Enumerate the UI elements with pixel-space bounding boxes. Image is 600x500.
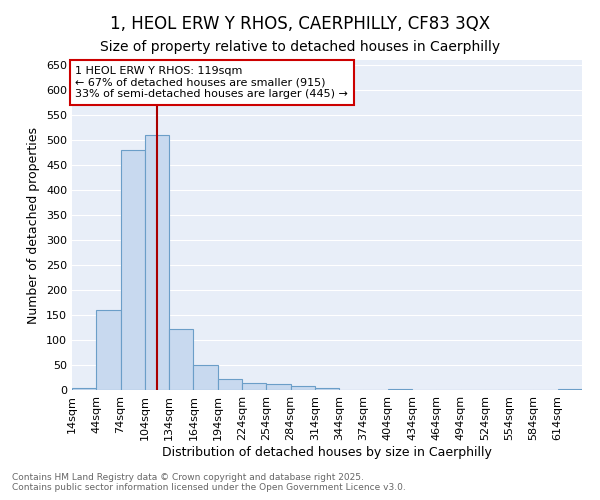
Bar (266, 384, 290, 390)
Bar (96, 310, 121, 390)
Bar (145, 135, 169, 390)
Bar (558, 388, 582, 390)
Bar (218, 378, 242, 390)
Text: 1, HEOL ERW Y RHOS, CAERPHILLY, CF83 3QX: 1, HEOL ERW Y RHOS, CAERPHILLY, CF83 3QX (110, 15, 490, 33)
Bar (242, 382, 266, 390)
Bar (193, 365, 218, 390)
Text: Contains HM Land Registry data © Crown copyright and database right 2025.
Contai: Contains HM Land Registry data © Crown c… (12, 473, 406, 492)
Bar (388, 388, 412, 390)
Text: 1 HEOL ERW Y RHOS: 119sqm
← 67% of detached houses are smaller (915)
33% of semi: 1 HEOL ERW Y RHOS: 119sqm ← 67% of detac… (75, 66, 348, 99)
Y-axis label: Number of detached properties: Number of detached properties (28, 126, 40, 324)
X-axis label: Distribution of detached houses by size in Caerphilly: Distribution of detached houses by size … (162, 446, 492, 458)
Bar (121, 150, 145, 390)
Text: Size of property relative to detached houses in Caerphilly: Size of property relative to detached ho… (100, 40, 500, 54)
Bar (290, 386, 315, 390)
Bar (315, 388, 339, 390)
Bar (169, 329, 193, 390)
Bar (72, 388, 96, 390)
